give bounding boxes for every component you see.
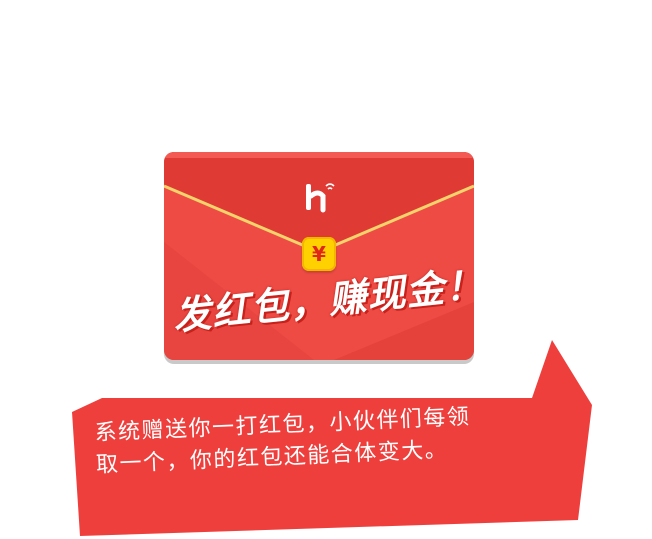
yuan-seal-icon[interactable]: ¥ <box>302 237 336 271</box>
hi-logo-icon <box>300 178 342 214</box>
red-envelope[interactable]: ¥ 发红包，赚现金！ <box>164 152 474 360</box>
currency-symbol: ¥ <box>312 244 326 264</box>
